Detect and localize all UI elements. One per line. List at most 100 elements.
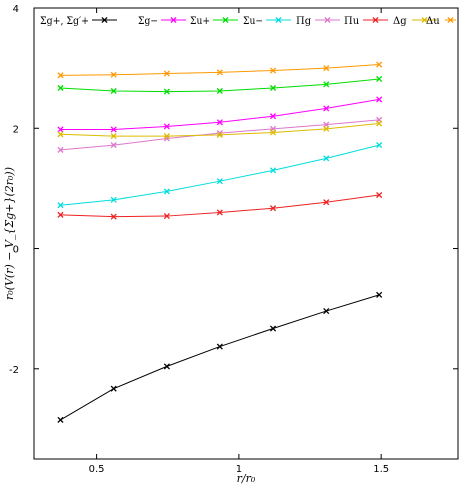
series-line (60, 98, 380, 130)
series-4 (57, 116, 383, 153)
x-axis-label: r/r₀ (237, 472, 256, 485)
legend-label: Σg+, Σg′+ (40, 16, 89, 27)
series-line (60, 294, 380, 421)
data-point (376, 191, 383, 199)
data-point (110, 385, 117, 392)
data-point (57, 146, 64, 153)
data-point (110, 126, 117, 133)
series-1 (57, 96, 383, 133)
legend-marker (101, 16, 108, 24)
data-point (110, 213, 117, 220)
x-tick-label: 1.5 (373, 464, 389, 475)
data-point (163, 363, 170, 370)
legend-label: Πu (344, 16, 360, 27)
data-point (57, 416, 64, 423)
series-5 (57, 191, 383, 220)
legend-marker (447, 16, 454, 24)
legend-label: Σg− (138, 16, 158, 27)
data-point (163, 70, 170, 77)
data-point (216, 69, 223, 76)
legend-entry-2: Σu+ (190, 16, 238, 27)
data-point (110, 133, 117, 140)
data-point (269, 67, 277, 74)
legend-marker (421, 16, 428, 24)
data-point (163, 188, 170, 195)
legend-entry-7: Δu (426, 16, 456, 27)
legend-label: Σu+ (190, 16, 210, 27)
x-tick-label: 1 (236, 464, 242, 475)
data-point (57, 131, 64, 138)
data-point (216, 178, 223, 185)
data-point (269, 205, 277, 212)
data-point (269, 129, 277, 136)
data-point (216, 131, 223, 138)
data-point (110, 196, 117, 203)
data-point (376, 61, 383, 68)
data-point (110, 87, 117, 95)
series-6 (57, 120, 383, 140)
legend-entry-6: Δg (393, 16, 437, 27)
data-point (376, 96, 383, 103)
series-0 (57, 291, 383, 423)
data-point (323, 105, 330, 112)
series-2 (57, 75, 383, 95)
y-tick-label: 2 (13, 124, 19, 135)
data-point (163, 213, 170, 220)
legend-marker (275, 16, 282, 24)
legend-label: Δu (426, 16, 440, 27)
data-point (163, 135, 170, 142)
y-tick-label: -2 (9, 365, 19, 376)
y-tick-label: 0 (13, 245, 19, 256)
data-point (57, 72, 64, 79)
data-point (163, 123, 170, 130)
data-point (57, 202, 64, 209)
data-point (269, 113, 277, 120)
data-point (323, 155, 330, 162)
series-7 (57, 61, 383, 79)
legend-entry-1: Σg− (138, 16, 186, 27)
data-point (163, 133, 170, 140)
series-line (60, 144, 380, 206)
series-3 (57, 142, 383, 209)
series-line (60, 64, 380, 76)
data-point (110, 71, 117, 78)
data-point (323, 125, 330, 132)
data-point (216, 87, 223, 95)
data-point (323, 199, 330, 206)
data-point (216, 119, 223, 126)
legend-entry-0: Σg+, Σg′+ (40, 16, 117, 27)
legend-entry-4: Πg (296, 16, 340, 27)
data-point (323, 308, 330, 315)
data-point (216, 343, 223, 350)
plot-frame (33, 7, 459, 460)
y-tick-label: 4 (13, 4, 19, 15)
data-point (376, 291, 383, 298)
legend-label: Πg (296, 16, 312, 27)
data-point (323, 65, 330, 72)
x-tick-label: 0.5 (89, 464, 105, 475)
data-point (323, 81, 330, 88)
legend-marker (170, 16, 177, 24)
data-point (376, 75, 383, 83)
legend-entry-3: Σu− (243, 16, 291, 27)
data-point (57, 126, 64, 133)
series-line (60, 194, 380, 218)
data-point (269, 84, 277, 92)
data-point (57, 211, 64, 218)
legend-marker (324, 16, 331, 24)
series-line (60, 78, 380, 93)
legend-marker (372, 16, 379, 24)
legend-marker (222, 16, 229, 24)
data-point (376, 120, 383, 127)
data-point (269, 325, 277, 332)
legend-entry-5: Πu (344, 16, 388, 27)
data-point (216, 209, 223, 216)
data-point (376, 142, 383, 149)
y-axis-label: r₀(V(r) − V_{Σg+}(2r₀)) (3, 167, 16, 300)
data-point (110, 142, 117, 149)
legend-label: Σu− (243, 16, 263, 27)
data-point (57, 84, 64, 92)
data-point (163, 88, 170, 95)
legend-label: Δg (393, 16, 407, 27)
